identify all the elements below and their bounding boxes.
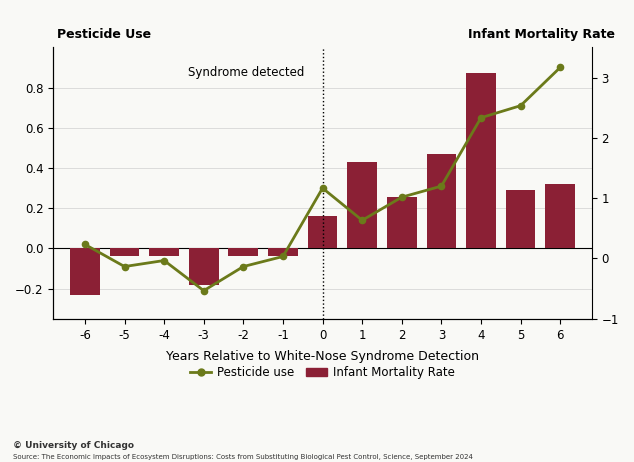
Bar xyxy=(466,73,496,249)
Bar xyxy=(70,249,100,295)
Bar xyxy=(545,184,575,249)
X-axis label: Years Relative to White-Nose Syndrome Detection: Years Relative to White-Nose Syndrome De… xyxy=(166,350,479,363)
Bar xyxy=(307,216,337,249)
Bar xyxy=(228,249,258,256)
Bar xyxy=(189,249,219,285)
Bar xyxy=(427,154,456,249)
Text: Syndrome detected: Syndrome detected xyxy=(188,67,304,79)
Text: Infant Mortality Rate: Infant Mortality Rate xyxy=(468,28,615,41)
Bar xyxy=(506,190,536,249)
Bar xyxy=(268,249,298,256)
Bar xyxy=(387,197,417,249)
Text: Pesticide Use: Pesticide Use xyxy=(57,28,151,41)
Legend: Pesticide use, Infant Mortality Rate: Pesticide use, Infant Mortality Rate xyxy=(185,361,460,383)
Bar xyxy=(347,162,377,249)
Bar xyxy=(110,249,139,256)
Text: Source: The Economic Impacts of Ecosystem Disruptions: Costs from Substituting B: Source: The Economic Impacts of Ecosyste… xyxy=(13,454,472,460)
Bar xyxy=(149,249,179,256)
Text: © University of Chicago: © University of Chicago xyxy=(13,442,134,450)
